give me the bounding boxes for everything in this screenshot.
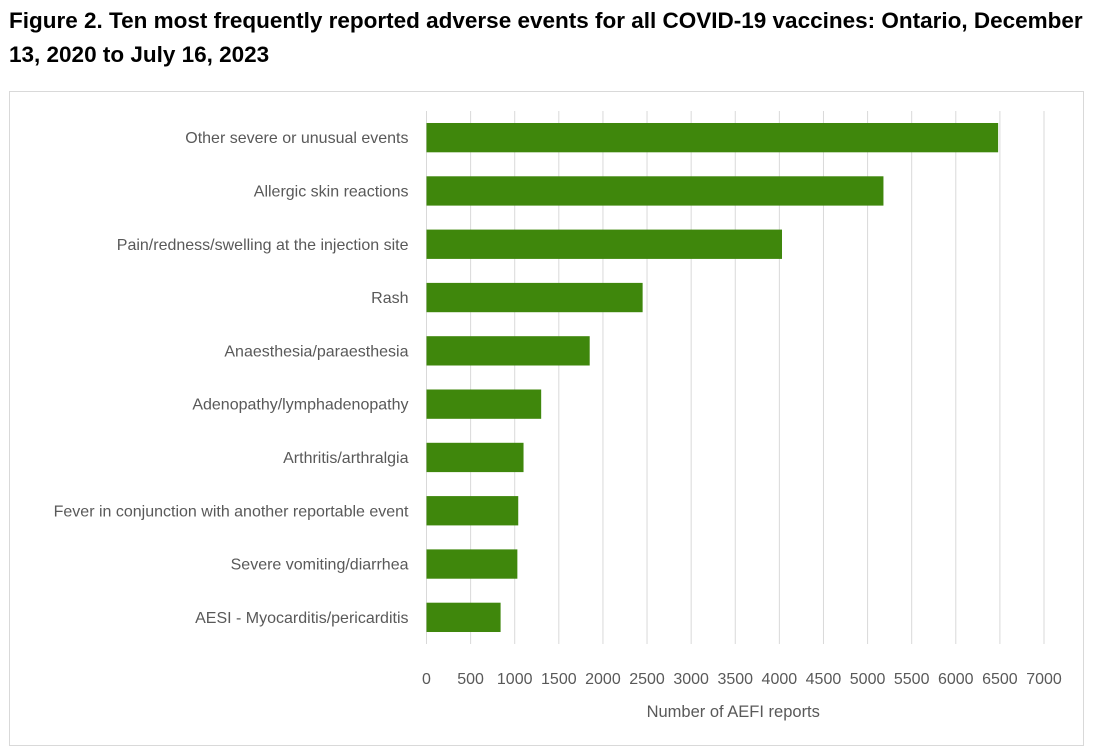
x-tick-label: 2000 bbox=[585, 671, 621, 688]
x-tick-label: 4500 bbox=[806, 671, 842, 688]
bar-allergic-skin-reactions bbox=[426, 176, 884, 206]
x-tick-label: 5000 bbox=[850, 671, 886, 688]
x-tick-label: 3000 bbox=[673, 671, 709, 688]
category-label-arthritis-arthralgia: Arthritis/arthralgia bbox=[283, 450, 408, 467]
bar-other-severe-or-unusual-events bbox=[426, 122, 999, 153]
category-label-severe-vomiting-diarrhea: Severe vomiting/diarrhea bbox=[231, 557, 409, 574]
category-label-allergic-skin-reactions: Allergic skin reactions bbox=[254, 183, 409, 200]
bar-severe-vomiting-diarrhea bbox=[426, 549, 518, 579]
x-tick-label: 1000 bbox=[497, 671, 533, 688]
chart-area: Other severe or unusual events Allergic s… bbox=[9, 91, 1084, 746]
category-label-anaesthesia-paraesthesia: Anaesthesia/paraesthesia bbox=[224, 343, 408, 360]
category-label-pain-redness-swelling-at-the-injection-site: Pain/redness/swelling at the injection s… bbox=[117, 237, 409, 254]
x-tick-label: 3500 bbox=[717, 671, 753, 688]
bar-arthritis-arthralgia bbox=[426, 442, 524, 473]
figure-title: Figure 2. Ten most frequently reported a… bbox=[9, 8, 1083, 67]
x-tick-label: 7000 bbox=[1026, 671, 1062, 688]
x-tick-label: 4000 bbox=[762, 671, 798, 688]
x-tick-label: 6500 bbox=[982, 671, 1018, 688]
x-tick-label: 5500 bbox=[894, 671, 930, 688]
bars bbox=[426, 122, 999, 633]
x-tick-label: 500 bbox=[457, 671, 484, 688]
category-labels: Other severe or unusual events Allergic s… bbox=[54, 130, 409, 627]
x-tick-label: 0 bbox=[422, 671, 431, 688]
bar-pain-redness-swelling-at-the-injection-site bbox=[426, 229, 783, 259]
bar-fever-in-conjunction-with-another-reportable-event bbox=[426, 496, 519, 526]
category-label-fever-in-conjunction-with-another-reportable-event: Fever in conjunction with another report… bbox=[54, 503, 409, 520]
x-tick-label: 6000 bbox=[938, 671, 974, 688]
bar-rash bbox=[426, 282, 643, 313]
category-label-adenopathy-lymphadenopathy: Adenopathy/lymphadenopathy bbox=[192, 397, 408, 414]
category-label-aesi-myocarditis-pericarditis: AESI - Myocarditis/pericarditis bbox=[195, 610, 408, 627]
x-tick-label: 2500 bbox=[629, 671, 665, 688]
bar-chart: Other severe or unusual events Allergic s… bbox=[54, 111, 1062, 721]
bar-anaesthesia-paraesthesia bbox=[426, 336, 590, 366]
bar-adenopathy-lymphadenopathy bbox=[426, 389, 542, 419]
bar-aesi-myocarditis-pericarditis bbox=[426, 602, 501, 633]
x-tick-label: 1500 bbox=[541, 671, 577, 688]
x-tick-labels: 0 500 1000 1500 2000 2500 3000 3500 4000 4500 5000… bbox=[422, 671, 1062, 688]
x-axis-title: Number of AEFI reports bbox=[647, 703, 820, 721]
category-label-other-severe-or-unusual-events: Other severe or unusual events bbox=[185, 130, 408, 147]
category-label-rash: Rash bbox=[371, 290, 408, 307]
